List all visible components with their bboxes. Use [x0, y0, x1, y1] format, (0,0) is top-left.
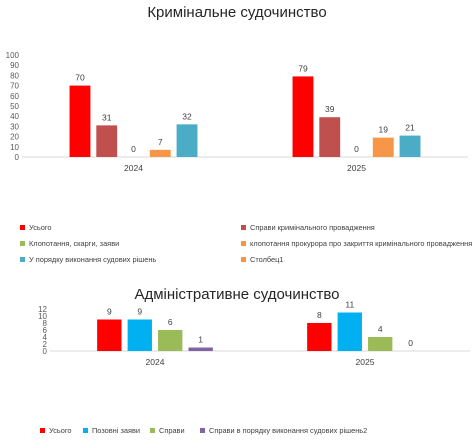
- chart-1-title: Кримінальне судочинство: [147, 4, 327, 21]
- chart-2-legend-item: Справи в порядку виконання судових рішен…: [200, 426, 367, 435]
- chart-1-legend-swatch: [241, 225, 246, 230]
- chart-1-legend-label: Справи кримінального провадження: [250, 223, 375, 232]
- chart-1-y-tick-label: 50: [10, 102, 19, 111]
- chart-1-legend-swatch: [20, 241, 25, 246]
- chart-1-legend-swatch: [241, 241, 246, 246]
- chart-1-plot: 0102030405060708090100703107322024793901…: [6, 51, 468, 173]
- chart-1-y-tick-label: 70: [10, 82, 19, 91]
- chart-2-data-label: 9: [107, 307, 112, 317]
- chart-1-legend-item: Клопотання, скарги, заяви: [20, 239, 119, 248]
- chart-1-bar: [69, 85, 91, 157]
- chart-1-data-label: 31: [102, 112, 112, 122]
- chart-1-data-label: 70: [75, 73, 85, 83]
- chart-1-legend-label: У порядку виконання судових рішень: [29, 255, 157, 264]
- chart-1-legend-item: Столбец1: [241, 255, 284, 264]
- chart-1-y-tick-label: 10: [10, 143, 19, 152]
- chart-2-data-label: 0: [408, 338, 413, 348]
- chart-1-data-label: 0: [354, 144, 359, 154]
- chart-2-data-label: 11: [345, 300, 354, 310]
- chart-1-legend-item: клопотання прокурора про закриття кримін…: [241, 239, 472, 248]
- chart-1-legend-swatch: [241, 257, 246, 262]
- chart-2-bar: [307, 323, 332, 351]
- chart-2-y-tick-label: 6: [43, 326, 48, 335]
- chart-2-legend-label: Справи: [159, 426, 185, 435]
- chart-1-data-label: 39: [325, 104, 335, 114]
- chart-1-legend-item: Усього: [20, 223, 52, 232]
- chart-2-legend-swatch: [200, 428, 205, 433]
- chart-2-bar: [127, 319, 152, 351]
- chart-1-y-tick-label: 30: [10, 122, 19, 131]
- chart-2-bar: [158, 330, 183, 351]
- chart-2-y-tick-label: 4: [43, 333, 48, 342]
- chart-1-bar: [372, 137, 394, 157]
- chart-2-y-tick-label: 0: [43, 347, 48, 356]
- chart-2-category-label: 2025: [356, 357, 375, 367]
- chart-1-legend-swatch: [20, 225, 25, 230]
- chart-1-data-label: 7: [158, 137, 163, 147]
- chart-1-bar: [96, 125, 118, 157]
- chart-2-legend-item: Справи: [150, 426, 185, 435]
- chart-1-category-label: 2025: [347, 163, 366, 173]
- chart-2-y-tick-label: 2: [43, 340, 48, 349]
- chart-1-y-tick-label: 40: [10, 112, 19, 121]
- chart-1-legend-label: Усього: [29, 223, 52, 232]
- chart-1-bar: [149, 149, 171, 157]
- chart-2-bar: [368, 337, 393, 351]
- chart-1-y-tick-label: 80: [10, 71, 19, 80]
- chart-2-category-label: 2024: [146, 357, 165, 367]
- chart-1-y-tick-label: 20: [10, 133, 19, 142]
- chart-2-legend-swatch: [40, 428, 45, 433]
- chart-2-title: Адміністративне судочинство: [134, 286, 340, 303]
- chart-2-bar: [97, 319, 122, 351]
- chart-2-legend-swatch: [83, 428, 88, 433]
- chart-1-bar: [399, 135, 421, 157]
- chart-1-legend-label: клопотання прокурора про закриття кримін…: [250, 239, 473, 248]
- chart-1-data-label: 19: [379, 125, 389, 135]
- chart-1-bar: [176, 124, 198, 157]
- chart-2-data-label: 4: [378, 324, 383, 334]
- chart-2-y-tick-label: 12: [38, 305, 47, 314]
- chart-1-y-tick-label: 100: [6, 51, 20, 60]
- chart-2-data-label: 8: [317, 310, 322, 320]
- chart-1-bar: [319, 117, 341, 157]
- chart-2-data-label: 6: [168, 317, 173, 327]
- chart-1-data-label: 32: [182, 111, 192, 121]
- chart-2-y-tick-label: 10: [38, 312, 47, 321]
- chart-1-y-tick-label: 0: [15, 153, 20, 162]
- chart-1-bar: [292, 76, 314, 157]
- chart-2-legend-item: Усього: [40, 426, 72, 435]
- chart-2-bar: [188, 347, 213, 351]
- chart-2-data-label: 9: [137, 307, 142, 317]
- chart-1-data-label: 79: [298, 63, 308, 73]
- chart-1-legend-label: Столбец1: [250, 255, 284, 264]
- chart-1-legend-swatch: [20, 257, 25, 262]
- chart-2-legend-swatch: [150, 428, 155, 433]
- chart-1-y-tick-label: 60: [10, 92, 19, 101]
- chart-2-legend-label: Справи в порядку виконання судових рішен…: [209, 426, 368, 435]
- chart-2-legend-item: Позовні заяви: [83, 426, 140, 435]
- chart-2-legend-label: Позовні заяви: [92, 426, 141, 435]
- chart-2-data-label: 1: [198, 335, 203, 345]
- chart-2-bar: [337, 312, 362, 351]
- chart-1-legend-item: Справи кримінального провадження: [241, 223, 375, 232]
- chart-1-legend-item: У порядку виконання судових рішень: [20, 255, 156, 264]
- chart-1-data-label: 0: [131, 144, 136, 154]
- chart-1-category-label: 2024: [124, 163, 143, 173]
- chart-1-data-label: 21: [405, 123, 415, 133]
- chart-2-y-tick-label: 8: [43, 319, 48, 328]
- chart-1-legend-label: Клопотання, скарги, заяви: [29, 239, 120, 248]
- chart-2-legend-label: Усього: [49, 426, 72, 435]
- chart-1-y-tick-label: 90: [10, 61, 19, 70]
